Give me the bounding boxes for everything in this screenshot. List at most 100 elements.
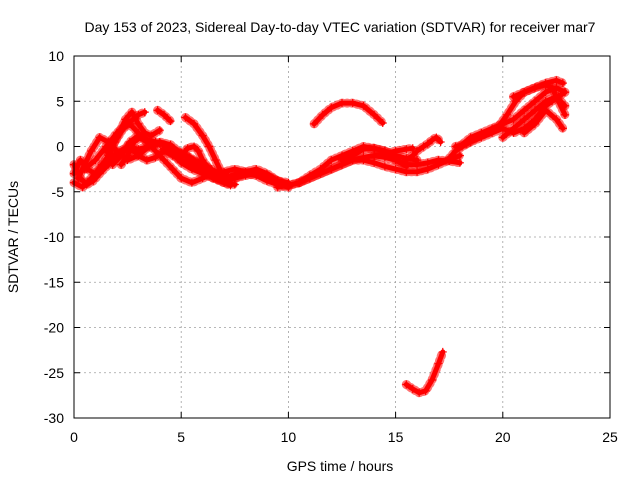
data-point bbox=[224, 172, 233, 181]
data-point bbox=[205, 142, 214, 151]
data-point bbox=[89, 176, 98, 185]
data-point bbox=[125, 119, 134, 128]
data-point bbox=[560, 101, 569, 110]
data-point bbox=[198, 160, 207, 169]
data-point bbox=[438, 347, 447, 356]
data-point bbox=[370, 144, 379, 153]
data-point bbox=[359, 101, 368, 110]
data-point bbox=[558, 79, 567, 88]
data-point bbox=[87, 147, 96, 156]
data-point bbox=[509, 92, 518, 101]
data-point bbox=[462, 139, 471, 148]
series-marker-fringe bbox=[401, 347, 448, 398]
data-point bbox=[419, 142, 428, 151]
data-point bbox=[402, 380, 411, 389]
data-point bbox=[370, 151, 379, 160]
series-marker-fringe bbox=[198, 160, 293, 190]
data-point bbox=[548, 83, 557, 92]
data-point bbox=[80, 165, 89, 174]
y-tick-label: -20 bbox=[44, 320, 64, 336]
data-point bbox=[520, 88, 529, 97]
data-point bbox=[160, 156, 169, 165]
data-point bbox=[155, 126, 164, 135]
data-point bbox=[110, 137, 119, 146]
series-marker-fringe bbox=[309, 98, 388, 129]
data-point bbox=[232, 169, 241, 178]
y-tick-label: 10 bbox=[48, 48, 64, 64]
data-point bbox=[520, 115, 529, 124]
series-arc-21 bbox=[401, 132, 446, 165]
data-point bbox=[391, 156, 400, 165]
series-marker-fringe bbox=[161, 146, 235, 190]
data-point bbox=[436, 137, 445, 146]
data-point bbox=[149, 142, 158, 151]
data-point bbox=[190, 119, 199, 128]
data-point bbox=[560, 88, 569, 97]
data-point bbox=[177, 158, 186, 167]
data-point bbox=[327, 156, 336, 165]
data-point bbox=[119, 124, 128, 133]
data-point bbox=[359, 145, 368, 154]
data-point bbox=[134, 110, 143, 119]
data-point bbox=[530, 97, 539, 106]
data-point bbox=[348, 151, 357, 160]
data-point bbox=[413, 160, 422, 169]
data-point bbox=[541, 97, 550, 106]
data-point bbox=[194, 147, 203, 156]
data-point bbox=[82, 180, 91, 189]
data-point bbox=[338, 99, 346, 108]
data-point bbox=[162, 147, 171, 156]
data-point bbox=[134, 151, 143, 160]
data-point bbox=[108, 160, 117, 169]
series-arc-11 bbox=[161, 146, 235, 190]
y-tick-label: -10 bbox=[44, 229, 64, 245]
data-point bbox=[432, 133, 441, 142]
data-point bbox=[408, 385, 417, 394]
data-point bbox=[503, 110, 512, 119]
data-point bbox=[198, 131, 207, 140]
data-point bbox=[198, 169, 207, 178]
series-arc-27 bbox=[498, 92, 570, 142]
series-arc-20 bbox=[369, 143, 418, 161]
data-point bbox=[215, 169, 224, 178]
data-point bbox=[451, 142, 460, 151]
data-point bbox=[168, 165, 177, 174]
data-point bbox=[552, 76, 561, 85]
data-point bbox=[558, 124, 567, 133]
data-point bbox=[241, 167, 250, 176]
x-tick-label: 10 bbox=[281, 429, 297, 445]
series-layer bbox=[69, 75, 570, 398]
data-point bbox=[509, 124, 518, 133]
data-point bbox=[494, 122, 503, 131]
data-point bbox=[295, 178, 304, 187]
x-tick-label: 0 bbox=[70, 429, 78, 445]
data-point bbox=[413, 147, 422, 156]
series-arc-14 bbox=[198, 160, 293, 190]
data-point bbox=[74, 174, 83, 183]
data-point bbox=[102, 147, 111, 156]
data-point bbox=[541, 106, 550, 115]
data-point bbox=[391, 165, 400, 174]
data-point bbox=[415, 388, 424, 397]
data-point bbox=[483, 128, 492, 137]
data-point bbox=[530, 83, 539, 92]
data-point bbox=[402, 145, 411, 154]
data-point bbox=[211, 156, 220, 165]
data-point bbox=[338, 156, 346, 165]
y-tick-label: -5 bbox=[52, 184, 65, 200]
data-point bbox=[552, 115, 561, 124]
data-point bbox=[380, 149, 389, 158]
series-marker-fringe bbox=[116, 132, 158, 170]
x-tick-label: 5 bbox=[177, 429, 185, 445]
data-point bbox=[380, 162, 389, 171]
data-point bbox=[530, 106, 539, 115]
y-tick-label: -15 bbox=[44, 274, 64, 290]
data-point bbox=[181, 113, 190, 122]
y-tick-label: -30 bbox=[44, 410, 64, 426]
data-point bbox=[498, 133, 507, 142]
data-point bbox=[327, 165, 336, 174]
y-tick-label: 0 bbox=[56, 139, 64, 155]
data-point bbox=[142, 156, 151, 165]
data-point bbox=[391, 147, 400, 156]
data-point bbox=[284, 181, 293, 190]
